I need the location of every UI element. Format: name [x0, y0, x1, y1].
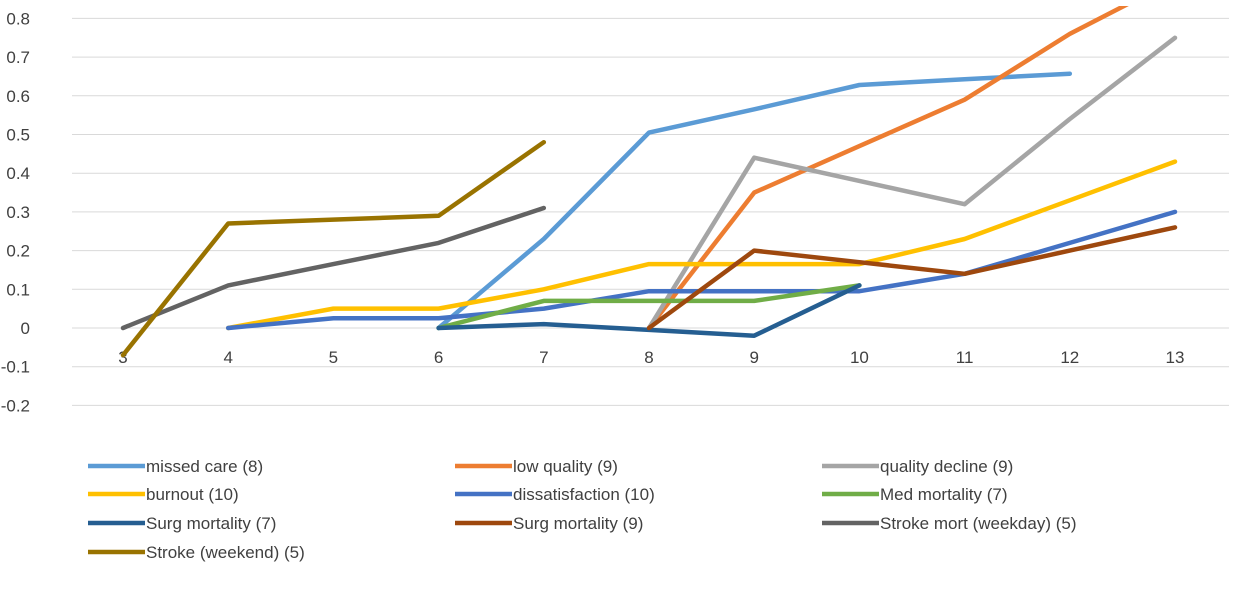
y-tick-label: -0.1	[1, 358, 30, 377]
legend-item: quality decline (9)	[822, 457, 1013, 476]
y-tick-label: 0.4	[6, 164, 30, 183]
x-tick-label: 4	[223, 348, 232, 367]
legend-label: low quality (9)	[513, 457, 618, 476]
legend-label: dissatisfaction (10)	[513, 485, 655, 504]
y-tick-label: -0.2	[1, 396, 30, 415]
series-line	[120, 205, 547, 331]
series-line	[646, 225, 1178, 331]
series-line	[120, 139, 547, 358]
x-tick-label: 11	[956, 348, 974, 367]
series-line	[436, 71, 1073, 331]
legend-item: burnout (10)	[88, 485, 239, 504]
x-axis-ticks: 3 4 5 6 7 8 9 10 11 12 13	[118, 348, 1184, 367]
x-tick-label: 5	[329, 348, 338, 367]
x-tick-label: 9	[749, 348, 758, 367]
x-tick-label: 8	[644, 348, 653, 367]
legend-label: Surg mortality (7)	[146, 514, 276, 533]
legend-label: Stroke (weekend) (5)	[146, 543, 305, 562]
legend-item: Stroke (weekend) (5)	[88, 543, 305, 562]
legend-item: Surg mortality (7)	[88, 514, 276, 533]
legend-label: quality decline (9)	[880, 457, 1013, 476]
x-tick-label: 13	[1166, 348, 1185, 367]
y-tick-label: 0.3	[6, 203, 30, 222]
y-tick-label: 0.2	[6, 242, 30, 261]
legend-item: Med mortality (7)	[822, 485, 1008, 504]
legend-label: missed care (8)	[146, 457, 263, 476]
y-tick-label: 0	[21, 319, 30, 338]
series-line	[646, 35, 1178, 331]
legend-item: missed care (8)	[88, 457, 263, 476]
legend-item: dissatisfaction (10)	[455, 485, 655, 504]
x-tick-label: 10	[850, 348, 869, 367]
y-tick-label: 0.8	[6, 9, 30, 28]
x-tick-label: 7	[539, 348, 548, 367]
y-tick-label: 0.1	[6, 280, 30, 299]
y-tick-label: 0.6	[6, 87, 30, 106]
series-line	[646, 6, 1129, 331]
series-line	[225, 159, 1178, 331]
legend-label: burnout (10)	[146, 485, 239, 504]
legend-item: low quality (9)	[455, 457, 618, 476]
series-line	[436, 283, 862, 331]
legend-label: Surg mortality (9)	[513, 514, 643, 533]
y-tick-label: 0.5	[6, 126, 30, 145]
legend-label: Med mortality (7)	[880, 485, 1008, 504]
y-axis-ticks: -0.2 -0.1 0 0.1 0.2 0.3 0.4 0.5 0.6 0.7 0.8	[1, 9, 30, 415]
legend-item: Surg mortality (9)	[455, 514, 643, 533]
x-tick-label: 6	[434, 348, 443, 367]
x-tick-label: 12	[1060, 348, 1079, 367]
x-tick-label: 3	[118, 348, 127, 367]
y-tick-label: 0.7	[6, 48, 30, 67]
legend: missed care (8) low quality (9) quality de…	[88, 457, 1077, 562]
series-lines	[120, 6, 1178, 358]
legend-item: Stroke mort (weekday) (5)	[822, 514, 1077, 533]
legend-label: Stroke mort (weekday) (5)	[880, 514, 1077, 533]
